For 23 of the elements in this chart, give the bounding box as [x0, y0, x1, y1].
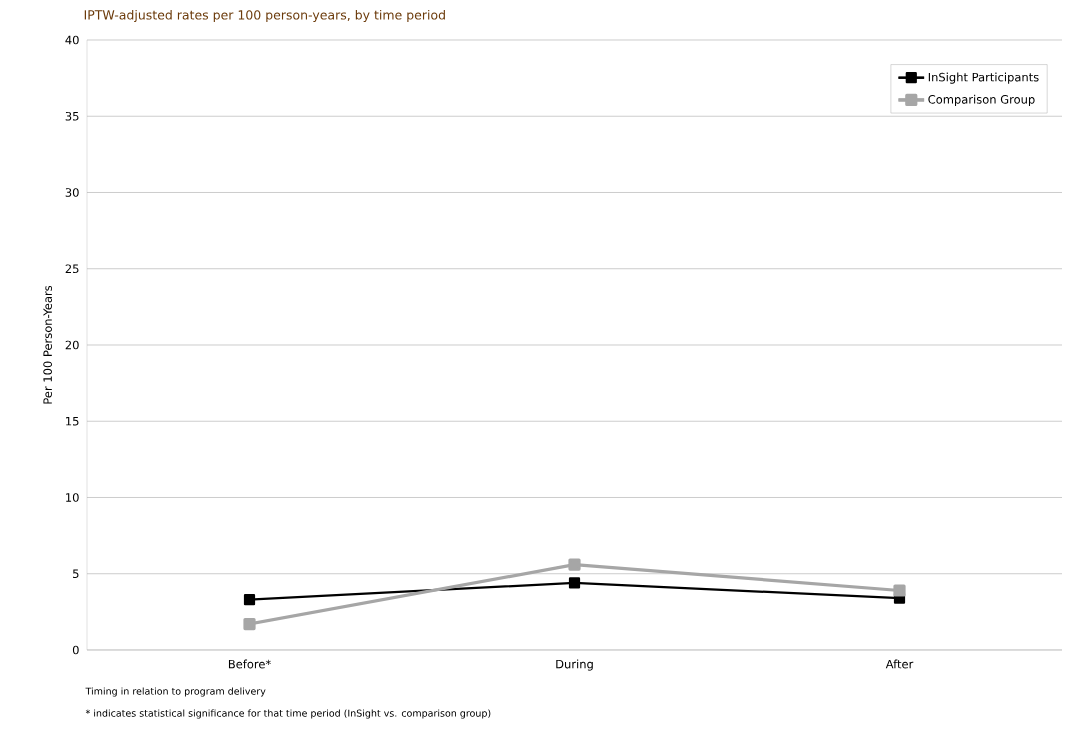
y-tick-label: 25 [65, 264, 79, 274]
y-tick-label: 5 [73, 569, 79, 578]
point [568, 577, 581, 589]
y-axis-title: Per 100 Person-Years [43, 285, 52, 404]
point [568, 558, 581, 571]
point [893, 584, 906, 597]
chart-subtitle: IPTW-adjusted rates per 100 person-years, by time period [84, 9, 445, 23]
legend-label: InSight Participants [928, 72, 1039, 84]
y-tick-label: 35 [65, 111, 79, 121]
x-tick-label: During [556, 659, 593, 671]
x-tick-label: Before* [228, 659, 271, 669]
text: * indicates statistical significance for that time period (InSight vs. comparison group) [85, 709, 491, 719]
legend-label: Comparison Group [928, 94, 1035, 106]
x-tick-label: After [885, 659, 914, 669]
y-tick-label: 30 [65, 188, 79, 197]
y-tick-label: 20 [65, 340, 79, 350]
point [243, 617, 256, 631]
text: Timing in relation to program delivery [85, 687, 266, 697]
y-tick-label: 0 [72, 645, 79, 655]
y-tick-label: 15 [66, 416, 79, 426]
y-tick-label: 10 [66, 493, 79, 502]
y-tick-label: 40 [65, 35, 79, 45]
point [243, 594, 256, 606]
